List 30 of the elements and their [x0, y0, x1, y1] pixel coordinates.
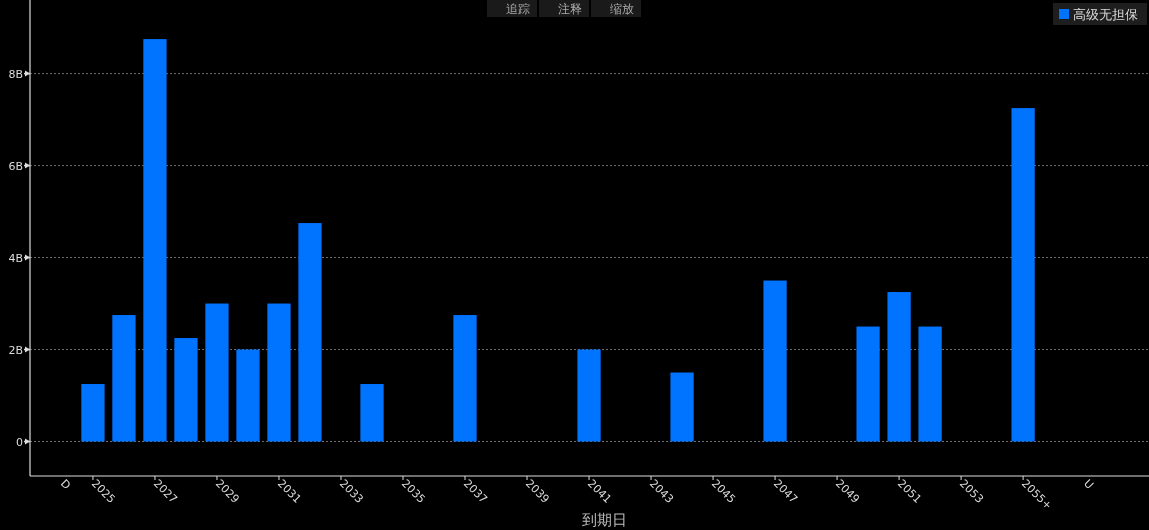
bar — [298, 223, 322, 442]
bar — [205, 303, 229, 442]
x-axis-title: 到期日 — [582, 511, 627, 529]
annotation: 注释 — [558, 1, 582, 16]
bar — [577, 349, 601, 442]
bar — [360, 384, 384, 442]
bar — [887, 292, 911, 442]
bar — [856, 326, 880, 442]
y-tick-label: 0 — [16, 435, 23, 449]
x-tick-label: U — [1081, 476, 1096, 492]
bar — [112, 315, 136, 442]
legend-label: 高级无担保 — [1073, 7, 1138, 22]
bar — [143, 39, 167, 442]
y-tick-label: 2B — [8, 343, 23, 357]
annotation: 追踪 — [506, 1, 530, 16]
bar — [453, 315, 477, 442]
legend: 高级无担保 — [1053, 3, 1147, 25]
y-tick-label: 4B — [8, 251, 23, 265]
bar — [174, 338, 198, 442]
bar — [267, 303, 291, 442]
y-tick-label: 6B — [8, 159, 23, 173]
bar — [763, 280, 787, 442]
x-tick-label: D — [57, 476, 74, 493]
bar — [81, 384, 105, 442]
bar — [1011, 108, 1035, 442]
bar — [670, 372, 694, 442]
bar — [918, 326, 942, 442]
annotation: 缩放 — [610, 1, 634, 16]
bar — [236, 349, 260, 442]
y-tick-label: 8B — [8, 67, 23, 81]
